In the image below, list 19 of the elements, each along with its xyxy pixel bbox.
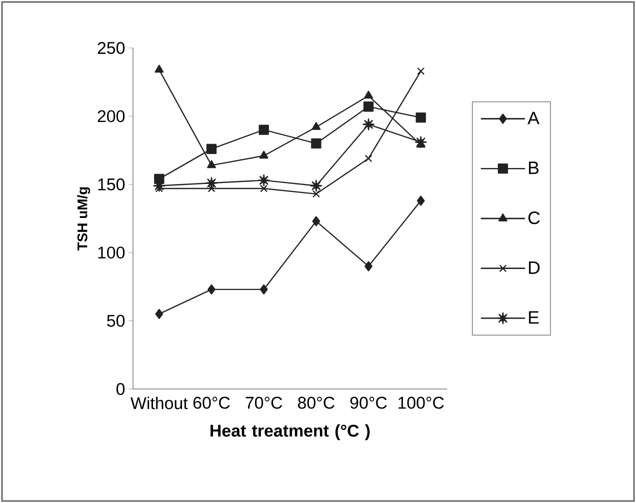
- y-axis-title: TSH uM/g: [77, 187, 90, 250]
- legend-label: B: [528, 162, 539, 174]
- y-tick-label: 100: [98, 246, 125, 259]
- x-tick-label: 80°C: [298, 396, 334, 409]
- legend-label: A: [528, 112, 540, 124]
- x-tick-label: 90°C: [350, 396, 387, 409]
- y-tick-label: 250: [98, 42, 125, 54]
- y-tick-label: 200: [98, 110, 125, 122]
- legend-label: C: [528, 211, 540, 224]
- y-tick-label: 50: [107, 314, 125, 327]
- x-tick-label: 70°C: [246, 396, 282, 409]
- x-tick-label: 100°C: [398, 396, 444, 409]
- y-tick-label: 0: [116, 382, 125, 395]
- legend-label: D: [528, 261, 540, 274]
- x-tick-label: Without: [130, 396, 188, 410]
- x-tick-label: 60°C: [193, 396, 230, 409]
- legend-label: E: [528, 311, 539, 324]
- y-tick-label: 150: [98, 178, 125, 190]
- x-axis-title: Heat treatment (°C ): [210, 424, 370, 440]
